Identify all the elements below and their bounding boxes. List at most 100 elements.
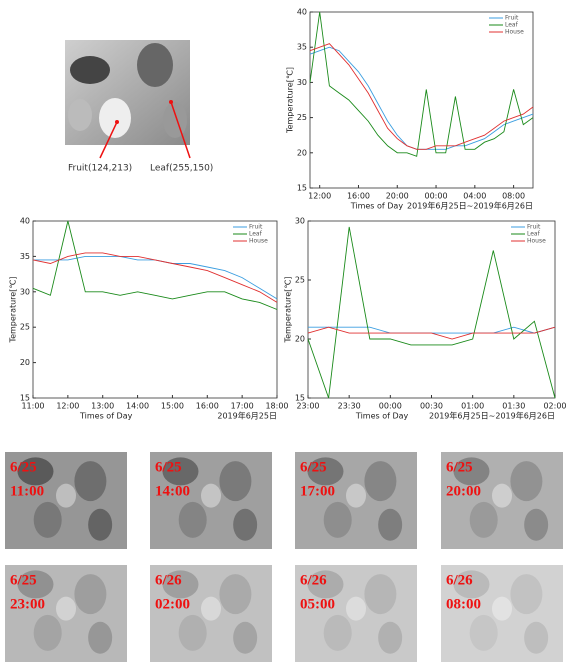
tile-shape <box>510 574 543 615</box>
y-tick-label: 25 <box>295 276 305 285</box>
y-tick-label: 30 <box>20 287 30 296</box>
tile-shape <box>524 621 549 654</box>
legend-label: Leaf <box>249 231 263 238</box>
series-line <box>309 46 534 150</box>
point <box>115 120 119 124</box>
x-tick-label: 15:00 <box>161 402 184 411</box>
tile-shape <box>178 614 207 651</box>
annotation: Leaf(255,150) <box>150 164 213 174</box>
point <box>169 100 173 104</box>
x-tick-label: 18:00 <box>265 402 288 411</box>
tile-shape <box>323 614 352 651</box>
series-line <box>33 255 278 300</box>
tile-date: 6/25 <box>10 459 37 475</box>
tile-shape <box>469 501 498 538</box>
x-tick-label: 00:30 <box>420 402 443 411</box>
x-tick-label: 12:00 <box>308 192 331 201</box>
thermal-tile: 6/25 23:00 <box>5 565 127 662</box>
annotation: Fruit(124,213) <box>68 164 132 174</box>
x-tick-label: 14:00 <box>126 402 149 411</box>
date-note: 2019年6月25日~2019年6月26日 <box>407 201 533 211</box>
date-note: 2019年6月25日~2019年6月26日 <box>429 411 555 421</box>
x-tick-label: 00:00 <box>425 192 448 201</box>
x-tick-label: 12:00 <box>56 402 79 411</box>
x-tick-label: 01:30 <box>502 402 525 411</box>
legend-label: House <box>527 238 546 245</box>
x-tick-label: 23:00 <box>296 402 319 411</box>
series-line <box>307 326 556 340</box>
y-tick-label: 15 <box>20 394 30 403</box>
x-tick-label: 13:00 <box>91 402 114 411</box>
tile-shape <box>56 596 76 621</box>
tile-time: 05:00 <box>300 596 335 612</box>
legend-label: Fruit <box>527 224 541 231</box>
y-tick-label: 15 <box>297 184 307 193</box>
shape <box>137 43 173 87</box>
tile-shape <box>17 570 54 599</box>
y-tick-label: 25 <box>20 323 30 332</box>
x-tick-label: 01:00 <box>461 402 484 411</box>
shape <box>68 99 92 131</box>
plot-frame <box>309 11 534 189</box>
tile-date: 6/25 <box>300 459 327 475</box>
tile-shape <box>378 508 403 541</box>
series-line <box>309 43 534 150</box>
thermal-image: Fruit(124,213) Leaf(255,150) <box>65 40 213 174</box>
tile-date: 6/25 <box>446 459 473 475</box>
tile-shape <box>201 596 221 621</box>
tile-shape <box>378 621 403 654</box>
tile-time: 17:00 <box>300 483 335 499</box>
tile-shape <box>307 457 344 486</box>
thermal-tile: 6/26 08:00 <box>441 565 563 662</box>
tile-shape <box>56 483 76 508</box>
legend-label: Leaf <box>527 231 541 238</box>
shape <box>99 98 131 138</box>
tile-shape <box>453 570 490 599</box>
tile-shape <box>33 501 62 538</box>
y-tick-label: 15 <box>295 394 305 403</box>
shape <box>70 56 110 84</box>
tile-shape <box>323 501 352 538</box>
tile-shape <box>453 457 490 486</box>
tile-shape <box>201 483 221 508</box>
date-note: 2019年6月25日 <box>217 411 277 421</box>
series-line <box>32 252 278 303</box>
legend-label: House <box>249 238 268 245</box>
tile-shape <box>219 574 252 615</box>
tile-shape <box>524 508 549 541</box>
series-line <box>309 11 534 157</box>
tile-shape <box>510 461 543 502</box>
thermal-tile: 6/26 05:00 <box>295 565 417 662</box>
x-axis-label: Times of Day <box>350 202 404 211</box>
tile-time: 08:00 <box>446 596 481 612</box>
tile-shape <box>74 461 107 502</box>
y-tick-label: 25 <box>297 113 307 122</box>
tile-shape <box>88 621 113 654</box>
thermal-tile: 6/25 11:00 <box>5 452 127 549</box>
tile-date: 6/26 <box>446 572 473 588</box>
tile-shape <box>162 457 199 486</box>
tile-date: 6/25 <box>10 572 37 588</box>
x-tick-label: 02:00 <box>543 402 566 411</box>
tile-shape <box>33 614 62 651</box>
y-tick-label: 20 <box>297 148 307 157</box>
tile-shape <box>74 574 107 615</box>
tile-shape <box>233 621 258 654</box>
thermal-tile: 6/25 17:00 <box>295 452 417 549</box>
legend-label: House <box>505 29 524 36</box>
tile-time: 11:00 <box>10 483 44 499</box>
legend-label: Fruit <box>249 224 263 231</box>
x-tick-label: 20:00 <box>386 192 409 201</box>
thermal-tile: 6/26 02:00 <box>150 565 272 662</box>
tile-shape <box>162 570 199 599</box>
y-tick-label: 20 <box>295 335 305 344</box>
y-tick-label: 40 <box>297 8 307 17</box>
tile-shape <box>469 614 498 651</box>
tile-time: 14:00 <box>155 483 190 499</box>
y-tick-label: 20 <box>20 358 30 367</box>
x-tick-label: 11:00 <box>21 402 44 411</box>
x-tick-label: 16:00 <box>347 192 370 201</box>
